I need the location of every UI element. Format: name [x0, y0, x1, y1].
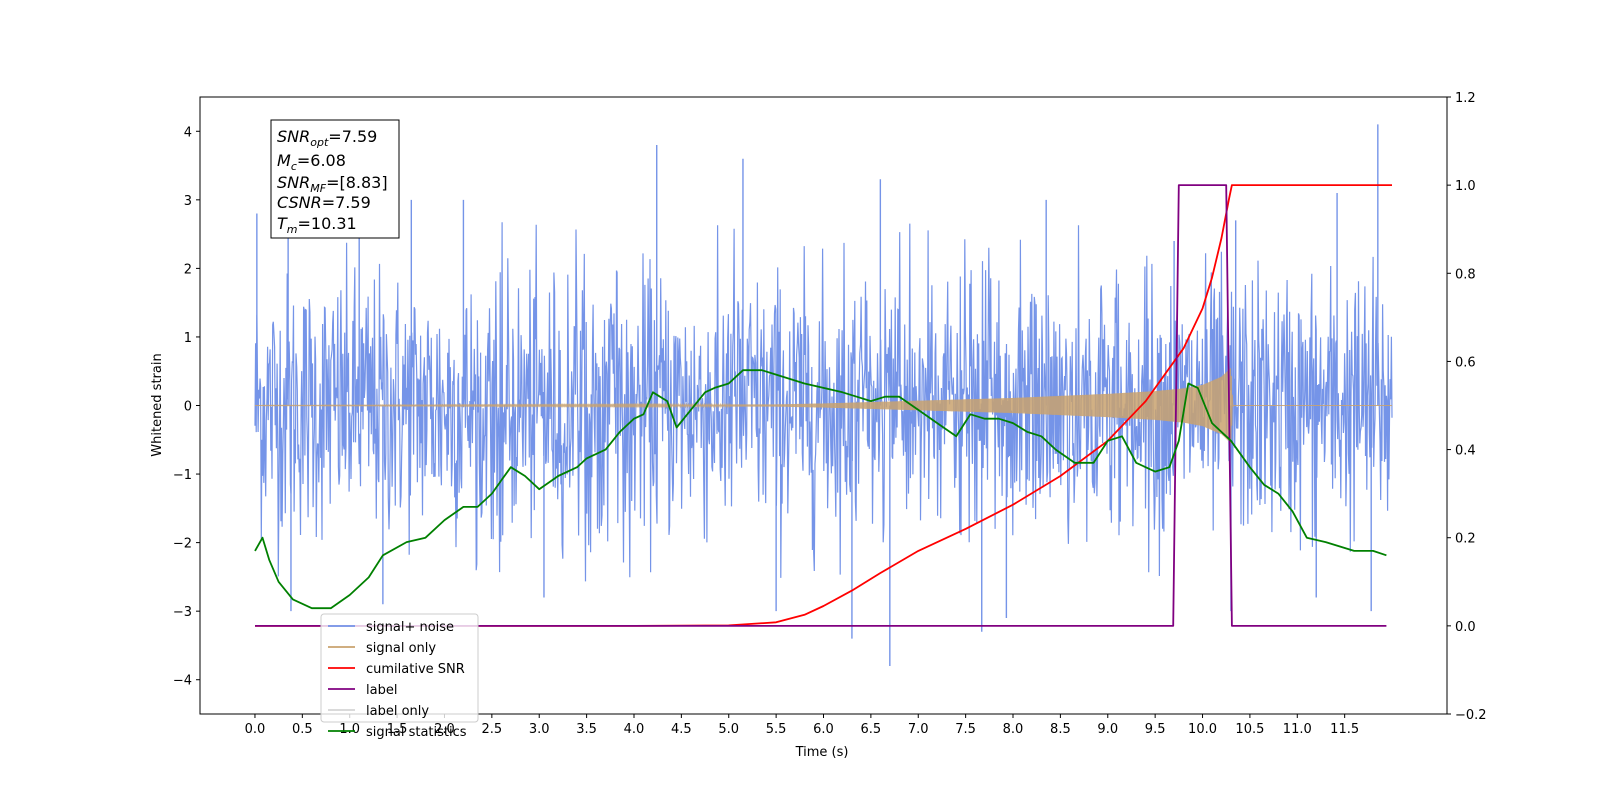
x-tick-label: 9.5 [1145, 722, 1166, 737]
y-tick-label: 0 [184, 400, 192, 415]
series-cumilative-snr [255, 184, 1392, 627]
x-tick-label: 10.0 [1188, 722, 1217, 737]
legend-item-signal-statistics: signal statistics [328, 725, 467, 740]
x-axis-label: Time (s) [795, 745, 849, 760]
y2-tick-label: 0.2 [1455, 532, 1476, 547]
y2-tick-label: 0.8 [1455, 267, 1476, 282]
y2-tick-label: 1.0 [1455, 179, 1476, 194]
x-tick-label: 4.0 [624, 722, 645, 737]
x-tick-label: 0.5 [292, 722, 313, 737]
legend: signal+ noise signal only cumilative SNR la… [320, 613, 479, 740]
y2-tick-label: −0.2 [1455, 708, 1487, 723]
info-csnr: CSNR=7.59 [277, 193, 371, 212]
y-axis-label: Whitened strain [150, 353, 165, 456]
x-tick-label: 11.5 [1330, 722, 1359, 737]
legend-item-signal-only: signal only [328, 641, 436, 656]
y2-tick-label: 1.2 [1455, 91, 1476, 106]
legend-label: label [366, 683, 397, 698]
y-tick-label: −3 [173, 605, 192, 620]
x-tick-label: 10.5 [1235, 722, 1264, 737]
legend-label: signal only [366, 641, 436, 656]
x-tick-label: 8.0 [1003, 722, 1024, 737]
x-tick-label: 5.0 [718, 722, 739, 737]
y2-tick-label: 0.6 [1455, 355, 1476, 370]
series-label [255, 184, 1387, 627]
series-signal-only [254, 368, 1392, 444]
y-tick-label: 4 [184, 125, 192, 140]
x-tick-label: 1.0 [339, 722, 360, 737]
info-snr-mf: SNRMF=[8.83] [277, 173, 388, 195]
y-tick-label: −2 [173, 537, 192, 552]
info-mc: Mc=6.08 [277, 151, 346, 173]
info-box: SNRopt=7.59 Mc=6.08 SNRMF=[8.83] CSNR=7.… [270, 119, 400, 239]
legend-label: signal+ noise [366, 620, 454, 635]
x-tick-label: 8.5 [1050, 722, 1071, 737]
x-tick-label: 2.0 [434, 722, 455, 737]
x-tick-label: 0.0 [245, 722, 266, 737]
legend-label: signal statistics [366, 725, 467, 740]
legend-item-label: label [328, 683, 397, 698]
y-tick-label: 3 [184, 194, 192, 209]
x-tick-label: 6.5 [861, 722, 882, 737]
y-axis-left: −4 −3 −2 −1 0 1 2 3 4 [173, 125, 200, 689]
legend-label: cumilative SNR [366, 662, 465, 677]
series-signal-statistics [254, 369, 1387, 610]
x-tick-label: 5.5 [766, 722, 787, 737]
legend-label: label only [366, 704, 429, 719]
x-tick-label: 4.5 [671, 722, 692, 737]
x-tick-label: 7.0 [908, 722, 929, 737]
legend-item-signal-noise: signal+ noise [328, 620, 454, 635]
x-tick-label: 6.0 [813, 722, 834, 737]
x-tick-label: 9.0 [1097, 722, 1118, 737]
series-signal-noise [254, 222, 1393, 582]
y-axis-right: −0.2 0.0 0.2 0.4 0.6 0.8 1.0 1.2 [1447, 91, 1487, 723]
x-tick-label: 11.0 [1283, 722, 1312, 737]
y-tick-label: −4 [173, 674, 192, 689]
info-snr-opt: SNRopt=7.59 [277, 127, 377, 149]
legend-item-cumilative-snr: cumilative SNR [328, 662, 465, 677]
info-tm: Tm=10.31 [277, 214, 357, 236]
legend-item-label-only: label only [328, 704, 429, 719]
x-axis: 0.0 0.5 1.0 1.5 2.0 2.5 3.0 3.5 4.0 4.5 5.0 5.5 6.0 6… [245, 714, 1359, 737]
y2-tick-label: 0.0 [1455, 620, 1476, 635]
x-tick-label: 7.5 [955, 722, 976, 737]
y-tick-label: 1 [184, 331, 192, 346]
y-tick-label: −1 [173, 468, 192, 483]
y2-tick-label: 0.4 [1455, 444, 1476, 459]
x-tick-label: 2.5 [482, 722, 503, 737]
x-tick-label: 3.5 [576, 722, 597, 737]
plot-area [254, 124, 1393, 667]
x-tick-label: 3.0 [529, 722, 550, 737]
y-tick-label: 2 [184, 262, 192, 277]
x-tick-label: 1.5 [387, 722, 408, 737]
